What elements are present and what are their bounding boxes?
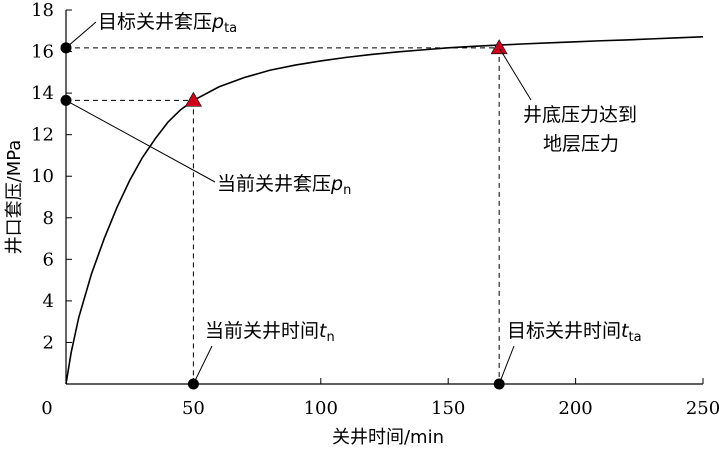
y-axis-label: 井口套压/MPa — [4, 140, 25, 255]
y-tick-label: 2 — [43, 332, 54, 353]
x-axis-label: 关井时间/min — [332, 427, 444, 448]
y-tick-label: 12 — [31, 125, 54, 146]
y-ticks: 2 4 6 8 10 12 14 16 18 — [31, 0, 72, 353]
y-tick-label: 8 — [43, 208, 54, 229]
leader-current-pressure — [65, 99, 216, 183]
pressure-curve — [65, 36, 704, 385]
leader-target-pressure — [65, 21, 97, 49]
y-tick-label: 10 — [31, 166, 54, 187]
y-tick-label: 16 — [31, 42, 54, 63]
x-tick-label: 100 — [304, 398, 338, 419]
annotation-current-time: 当前关井时间tn — [205, 320, 335, 345]
annotation-bottom-balance-line2: 地层压力 — [543, 133, 619, 155]
leader-bottom-balance — [498, 47, 532, 101]
leader-target-time — [498, 345, 515, 385]
annotation-target-time: 目标关井时间tta — [507, 320, 642, 345]
annotation-bottom-balance-line1: 井底压力达到 — [523, 104, 637, 126]
guide-lines — [66, 47, 500, 384]
y-tick-label: 6 — [43, 249, 54, 270]
y-tick-label: 14 — [31, 83, 54, 104]
y-tick-label: 4 — [43, 291, 54, 312]
x-ticks: 0 50 100 150 200 250 — [41, 378, 719, 419]
x-tick-label: 50 — [182, 398, 205, 419]
axes — [65, 10, 703, 385]
x-tick-label: 150 — [431, 398, 465, 419]
leader-current-time — [192, 345, 213, 385]
marker-target-state — [490, 39, 508, 55]
leader-lines — [65, 21, 532, 385]
marker-current-state — [184, 91, 202, 107]
x-tick-label: 0 — [41, 398, 52, 419]
x-tick-label: 250 — [686, 398, 719, 419]
annotation-target-pressure: 目标关井套压pta — [98, 11, 237, 36]
x-tick-label: 200 — [558, 398, 592, 419]
y-tick-label: 18 — [31, 0, 54, 21]
annotation-current-pressure: 当前关井套压pn — [217, 173, 351, 198]
